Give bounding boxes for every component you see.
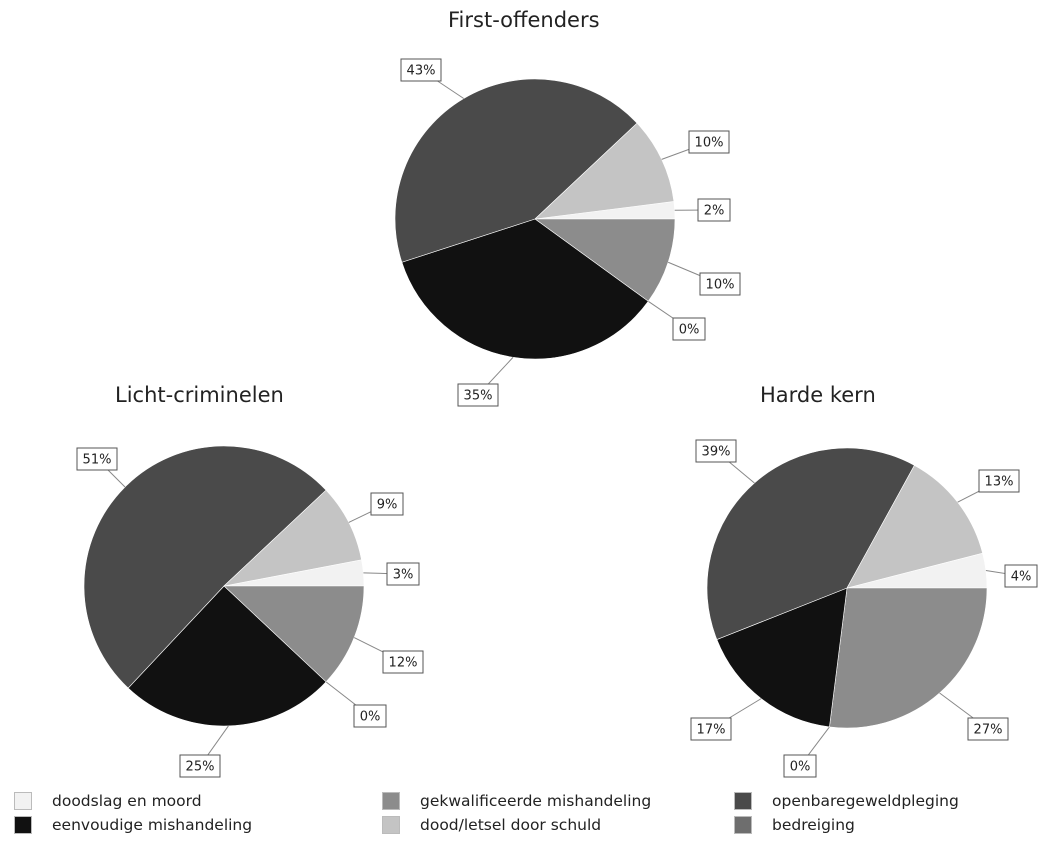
data-label-bedreiging: 0% <box>790 760 811 775</box>
data-label-openbaregeweldpleging: 39% <box>702 445 731 460</box>
legend-label: doodslag en moord <box>52 792 202 810</box>
legend-swatch <box>14 816 32 834</box>
legend-swatch <box>14 792 32 810</box>
data-label-box <box>179 754 221 778</box>
data-label-eenvoudige-mishandeling: 35% <box>464 389 493 404</box>
legend-label: dood/letsel door schuld <box>420 816 602 834</box>
data-label-eenvoudige-mishandeling: 17% <box>697 723 726 738</box>
legend-label: openbaregeweldpleging <box>772 792 959 810</box>
legend-label: eenvoudige mishandeling <box>52 816 253 834</box>
pie-slice-eenvoudige-mishandeling <box>127 585 327 727</box>
pie-title-licht-criminelen: Licht-criminelen <box>115 383 284 407</box>
data-label-box <box>978 469 1020 493</box>
legend-item-bedreiging: bedreiging <box>734 816 855 834</box>
legend-item-gekwalificeerde-mishandeling: gekwalificeerde mishandeling <box>382 792 651 810</box>
legend-item-dood-letsel-door-schuld: dood/letsel door schuld <box>382 816 601 834</box>
pie-slice-dood-letsel-door-schuld <box>223 489 362 587</box>
data-label-box <box>353 704 387 728</box>
data-label-doodslag-en-moord: 3% <box>393 568 414 583</box>
data-label-box <box>690 717 732 741</box>
data-label-openbaregeweldpleging: 51% <box>83 453 112 468</box>
legend-item-openbaregeweldpleging: openbaregeweldpleging <box>734 792 959 810</box>
data-label-box <box>783 754 817 778</box>
data-label-gekwalificeerde-mishandeling: 12% <box>389 656 418 671</box>
legend-label: gekwalificeerde mishandeling <box>420 792 652 810</box>
data-label-doodslag-en-moord: 4% <box>1011 570 1032 585</box>
data-label-box <box>699 272 741 296</box>
data-label-openbaregeweldpleging: 43% <box>407 64 436 79</box>
pie-slice-gekwalificeerde-mishandeling <box>829 587 988 729</box>
legend-item-doodslag-en-moord: doodslag en moord <box>14 792 202 810</box>
legend-label: bedreiging <box>772 816 855 834</box>
data-label-box <box>1004 564 1038 588</box>
legend-item-eenvoudige-mishandeling: eenvoudige mishandeling <box>14 816 252 834</box>
data-label-box <box>688 130 730 154</box>
data-label-box <box>697 198 731 222</box>
data-label-box <box>76 447 118 471</box>
legend-swatch <box>734 792 752 810</box>
data-label-dood-letsel-door-schuld: 13% <box>985 475 1014 490</box>
legend-swatch <box>382 792 400 810</box>
pie-slice-dood-letsel-door-schuld <box>534 122 675 220</box>
legend-swatch <box>734 816 752 834</box>
pie-slice-openbaregeweldpleging <box>706 447 915 640</box>
pie-title-first-offenders: First-offenders <box>448 8 600 32</box>
pie-slice-eenvoudige-mishandeling <box>401 218 649 360</box>
data-label-box <box>382 650 424 674</box>
data-label-box <box>370 492 404 516</box>
data-label-box <box>672 317 706 341</box>
pie-slice-openbaregeweldpleging <box>394 78 638 263</box>
data-label-doodslag-en-moord: 2% <box>704 204 725 219</box>
data-label-box <box>400 58 442 82</box>
pie-slice-openbaregeweldpleging <box>83 445 327 689</box>
pie-slice-gekwalificeerde-mishandeling <box>223 585 365 683</box>
legend-swatch <box>382 816 400 834</box>
data-label-gekwalificeerde-mishandeling: 27% <box>974 723 1003 738</box>
data-label-box <box>457 383 499 407</box>
data-label-box <box>386 562 420 586</box>
data-label-box <box>695 439 737 463</box>
data-label-box <box>967 717 1009 741</box>
data-label-bedreiging: 0% <box>679 323 700 338</box>
data-label-eenvoudige-mishandeling: 25% <box>186 760 215 775</box>
data-label-dood-letsel-door-schuld: 9% <box>377 498 398 513</box>
pie-slice-gekwalificeerde-mishandeling <box>534 218 676 302</box>
data-label-bedreiging: 0% <box>360 710 381 725</box>
pie-title-harde-kern: Harde kern <box>760 383 876 407</box>
data-label-gekwalificeerde-mishandeling: 10% <box>706 278 735 293</box>
data-label-dood-letsel-door-schuld: 10% <box>695 136 724 151</box>
